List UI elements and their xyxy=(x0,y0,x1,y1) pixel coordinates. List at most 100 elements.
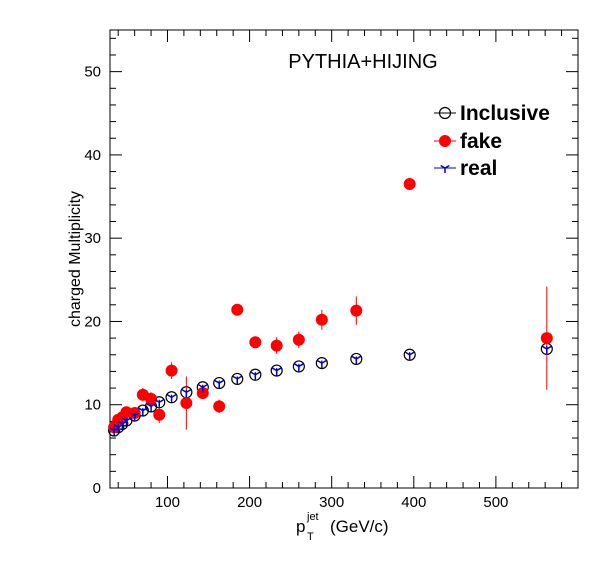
series-layer xyxy=(108,178,553,437)
real-point xyxy=(232,375,242,384)
legend-entry-inclusive: Inclusive xyxy=(434,102,550,125)
legend-entry-fake: fake xyxy=(434,130,502,153)
fake-point xyxy=(249,336,262,349)
legend-entry-real: real xyxy=(434,157,497,180)
inclusive-marker xyxy=(165,391,178,404)
fake-marker xyxy=(350,304,363,317)
fake-marker xyxy=(153,408,166,421)
y-tick-label: 40 xyxy=(84,147,101,164)
fake-point xyxy=(540,286,553,390)
inclusive-marker xyxy=(403,348,416,361)
fake-point xyxy=(231,303,244,316)
fake-point xyxy=(153,406,166,424)
inclusive-marker xyxy=(213,376,226,390)
y-tick-label: 30 xyxy=(84,230,101,247)
legend-inclusive-label: Inclusive xyxy=(460,102,550,125)
inclusive-marker xyxy=(270,364,283,377)
real-point xyxy=(138,407,148,416)
real-marker xyxy=(232,375,242,384)
fake-point xyxy=(213,399,226,414)
y-tick-label: 10 xyxy=(84,397,101,414)
x-tick-label: 500 xyxy=(483,494,508,511)
fake-point xyxy=(403,178,416,191)
x-axis-label-sup: jet xyxy=(306,511,319,523)
real-marker xyxy=(154,399,164,408)
real-point xyxy=(121,417,132,426)
fake-point xyxy=(180,376,193,430)
fake-point xyxy=(270,337,283,354)
real-marker xyxy=(542,345,552,354)
real-point xyxy=(317,359,327,369)
real-point xyxy=(214,379,224,389)
y-axis-label: charged Multiplicity xyxy=(67,191,84,327)
real-marker xyxy=(317,359,327,369)
real-marker xyxy=(166,394,177,403)
real-point xyxy=(271,367,282,376)
real-point xyxy=(154,399,164,408)
legend-inclusive-marker xyxy=(438,106,452,120)
x-axis-label-unit: (GeV/c) xyxy=(330,517,389,536)
inclusive-marker xyxy=(292,360,305,373)
fake-point xyxy=(350,296,363,325)
x-axis: 100 200 300 400 500 xyxy=(117,30,563,511)
x-axis-label-sub: T xyxy=(307,531,314,543)
fake-marker xyxy=(540,332,553,345)
fake-marker xyxy=(403,178,416,191)
real-marker xyxy=(181,389,192,398)
real-marker xyxy=(271,367,282,376)
inclusive-marker xyxy=(249,368,262,381)
y-tick-label: 50 xyxy=(84,64,101,81)
x-tick-label: 300 xyxy=(319,494,344,511)
fake-marker xyxy=(292,333,305,346)
real-marker xyxy=(405,351,415,360)
real-marker xyxy=(250,371,261,380)
real-point xyxy=(113,423,123,433)
real-point xyxy=(294,363,304,372)
real-point xyxy=(250,371,261,380)
fake-marker xyxy=(315,313,328,326)
plot-frame xyxy=(109,29,579,489)
fake-point xyxy=(145,392,158,406)
real-point xyxy=(405,351,415,360)
fake-marker xyxy=(270,339,283,352)
real-marker xyxy=(129,412,140,421)
fake-point xyxy=(165,362,178,379)
fake-point xyxy=(292,331,305,349)
real-marker xyxy=(146,403,156,412)
inclusive-marker xyxy=(350,352,363,366)
real-marker xyxy=(214,379,224,389)
x-axis-label: p jet T (GeV/c) xyxy=(296,511,389,543)
x-tick-label: 200 xyxy=(237,494,262,511)
real-point xyxy=(542,345,552,354)
inclusive-marker xyxy=(315,356,328,370)
y-tick-label: 0 xyxy=(93,480,101,497)
fake-marker xyxy=(180,397,193,410)
real-point xyxy=(181,389,192,398)
legend-real-marker xyxy=(440,164,450,173)
legend: Inclusive fake real xyxy=(434,102,550,180)
real-marker xyxy=(294,363,304,372)
series-real xyxy=(109,345,552,436)
real-point xyxy=(351,355,361,364)
real-marker xyxy=(138,407,148,416)
real-point xyxy=(166,394,177,403)
legend-fake-marker xyxy=(439,135,451,147)
real-point xyxy=(146,403,156,412)
real-marker xyxy=(351,355,361,364)
x-axis-label-main: p xyxy=(296,517,305,536)
legend-fake-label: fake xyxy=(460,130,502,153)
real-marker xyxy=(121,417,132,426)
x-tick-label: 100 xyxy=(155,494,180,511)
legend-real-label: real xyxy=(460,157,497,180)
inclusive-marker xyxy=(231,372,244,386)
fake-marker xyxy=(145,392,158,405)
x-tick-label: 400 xyxy=(401,494,426,511)
fake-marker xyxy=(231,303,244,316)
real-point xyxy=(129,412,140,421)
fake-marker xyxy=(249,336,262,349)
real-point xyxy=(198,384,208,393)
fake-point xyxy=(315,309,328,330)
fake-marker xyxy=(165,364,178,377)
